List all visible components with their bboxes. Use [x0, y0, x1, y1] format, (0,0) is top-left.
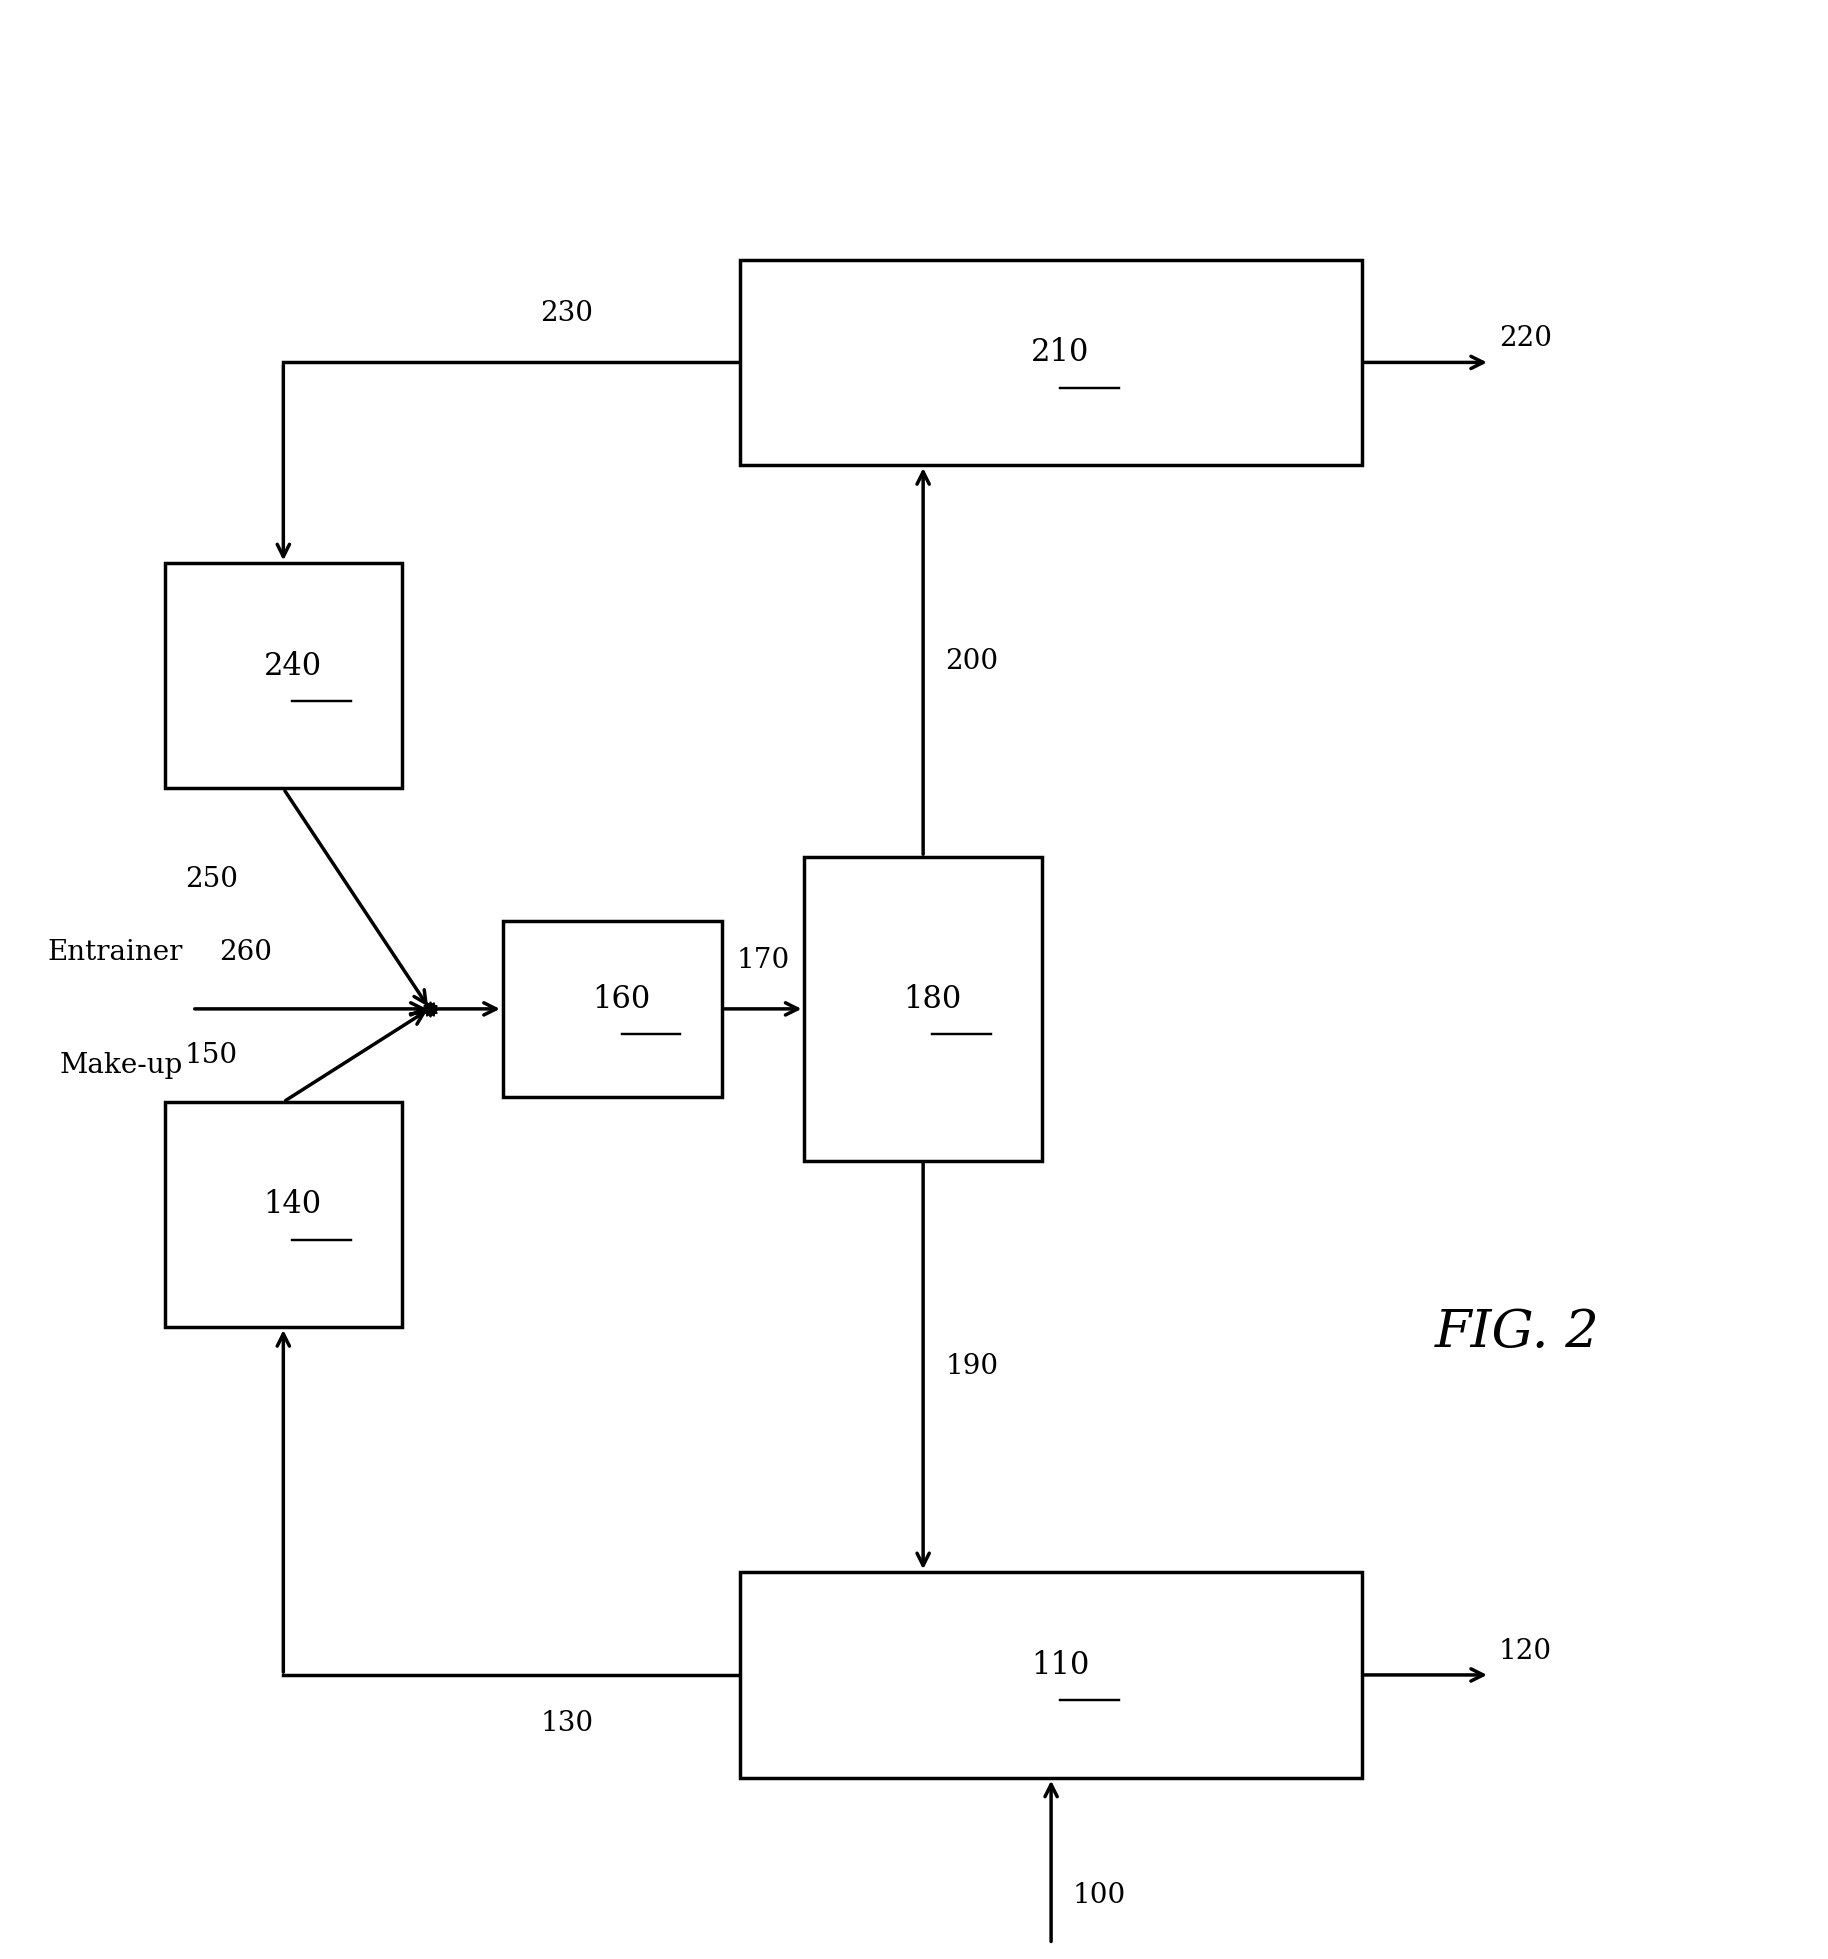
Text: 170: 170 [737, 946, 790, 974]
Text: 140: 140 [263, 1189, 322, 1220]
Text: 100: 100 [1073, 1883, 1126, 1908]
Text: 130: 130 [539, 1710, 594, 1738]
Text: Entrainer: Entrainer [48, 938, 183, 966]
Text: 190: 190 [945, 1354, 998, 1379]
Text: 120: 120 [1499, 1638, 1552, 1665]
Text: 260: 260 [219, 938, 272, 966]
Text: 200: 200 [945, 648, 998, 674]
FancyBboxPatch shape [503, 921, 722, 1097]
Text: 250: 250 [185, 866, 238, 893]
FancyBboxPatch shape [804, 858, 1042, 1160]
FancyBboxPatch shape [740, 261, 1362, 466]
Text: FIG. 2: FIG. 2 [1435, 1307, 1600, 1358]
FancyBboxPatch shape [165, 1101, 402, 1328]
Text: 180: 180 [903, 983, 962, 1015]
Text: 110: 110 [1031, 1649, 1089, 1681]
Text: 160: 160 [592, 983, 651, 1015]
Text: 150: 150 [185, 1042, 238, 1070]
Text: 220: 220 [1499, 325, 1552, 353]
Text: Make-up: Make-up [60, 1052, 183, 1079]
Text: 230: 230 [541, 300, 592, 327]
Text: 240: 240 [263, 650, 322, 682]
FancyBboxPatch shape [740, 1571, 1362, 1779]
FancyBboxPatch shape [165, 564, 402, 789]
Text: 210: 210 [1031, 337, 1089, 368]
